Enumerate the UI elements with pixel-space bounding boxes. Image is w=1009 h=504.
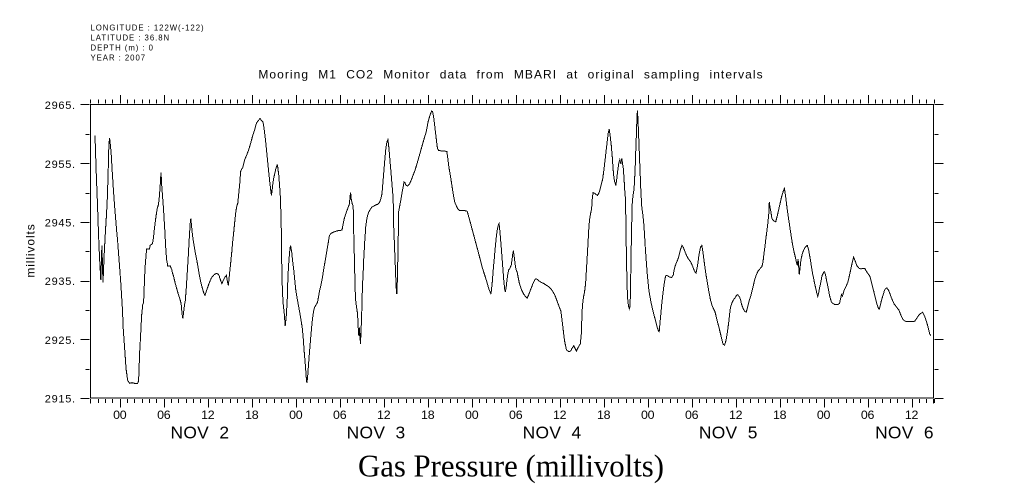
svg-text:Mooring M1 CO2 Monitor data fr: Mooring M1 CO2 Monitor data from MBARI a… xyxy=(258,67,763,81)
svg-text:Gas Pressure (millivolts): Gas Pressure (millivolts) xyxy=(358,448,664,484)
svg-text:06: 06 xyxy=(685,408,699,422)
svg-text:2955.: 2955. xyxy=(45,159,76,171)
svg-text:millivolts: millivolts xyxy=(23,223,37,277)
svg-text:06: 06 xyxy=(509,408,523,422)
svg-text:NOV 3: NOV 3 xyxy=(347,423,406,443)
svg-text:12: 12 xyxy=(905,408,919,422)
svg-text:06: 06 xyxy=(157,408,171,422)
svg-text:NOV 2: NOV 2 xyxy=(170,423,229,443)
svg-text:NOV 6: NOV 6 xyxy=(875,423,934,443)
svg-text:12: 12 xyxy=(201,408,215,422)
svg-text:00: 00 xyxy=(113,408,127,422)
svg-text:06: 06 xyxy=(861,408,875,422)
svg-text:00: 00 xyxy=(817,408,831,422)
svg-text:06: 06 xyxy=(333,408,347,422)
svg-text:2965.: 2965. xyxy=(45,100,76,112)
svg-text:00: 00 xyxy=(641,408,655,422)
svg-text:18: 18 xyxy=(421,408,435,422)
svg-text:12: 12 xyxy=(377,408,391,422)
svg-text:00: 00 xyxy=(289,408,303,422)
svg-text:2915.: 2915. xyxy=(45,394,76,406)
svg-text:12: 12 xyxy=(729,408,743,422)
svg-text:12: 12 xyxy=(553,408,567,422)
svg-text:2945.: 2945. xyxy=(45,218,76,230)
svg-text:DEPTH (m) : 0: DEPTH (m) : 0 xyxy=(91,44,154,53)
svg-text:LONGITUDE : 122W(-122): LONGITUDE : 122W(-122) xyxy=(91,24,205,33)
svg-text:NOV 5: NOV 5 xyxy=(699,423,758,443)
svg-text:00: 00 xyxy=(465,408,479,422)
svg-text:LATITUDE : 36.8N: LATITUDE : 36.8N xyxy=(91,34,171,43)
svg-text:NOV 4: NOV 4 xyxy=(523,423,582,443)
svg-text:18: 18 xyxy=(597,408,611,422)
svg-text:18: 18 xyxy=(773,408,787,422)
svg-text:YEAR : 2007: YEAR : 2007 xyxy=(91,54,147,63)
svg-text:2925.: 2925. xyxy=(45,335,76,347)
svg-text:2935.: 2935. xyxy=(45,276,76,288)
svg-text:18: 18 xyxy=(245,408,259,422)
